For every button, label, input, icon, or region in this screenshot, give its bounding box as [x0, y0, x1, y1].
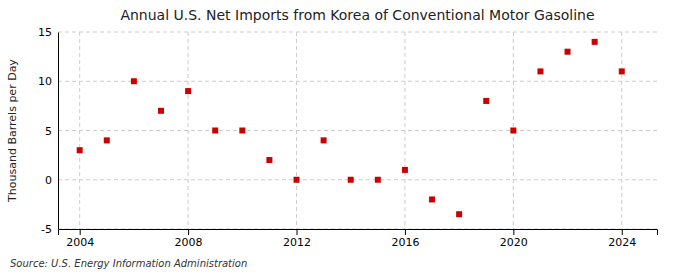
grid-line: [188, 32, 189, 229]
x-tick-mark: [188, 229, 189, 235]
x-tick-label: 2024: [608, 236, 636, 249]
x-tick: 2004: [66, 229, 94, 249]
x-axis-line: [59, 230, 658, 236]
grid-line: [79, 32, 80, 229]
x-tick: 2016: [391, 229, 419, 249]
y-axis-title: Thousand Barrels per Day: [6, 59, 19, 203]
grid-line: [58, 32, 657, 33]
x-tick: 2008: [175, 229, 203, 249]
grid-line: [296, 32, 297, 229]
x-tick: 2020: [500, 229, 528, 249]
point: [537, 68, 543, 74]
x-axis: 2004 2008 2012 2016 2020 2024: [59, 229, 658, 249]
points: [77, 39, 625, 217]
point: [321, 137, 327, 143]
point: [239, 128, 245, 134]
point: [619, 68, 625, 74]
x-tick-label: 2020: [500, 236, 528, 249]
grid: [58, 32, 657, 229]
y-tick: 5: [45, 125, 58, 138]
point: [294, 177, 300, 183]
y-tick-label: 10: [38, 75, 52, 88]
y-tick: 0: [45, 174, 58, 187]
point: [565, 49, 571, 55]
x-tick-label: 2008: [175, 236, 203, 249]
x-tick-label: 2016: [391, 236, 419, 249]
grid-line: [621, 32, 622, 229]
chart: 2004 2008 2012 2016 2020 2024 -5 0 5 10 15 Annual U…: [0, 0, 675, 275]
point: [77, 147, 83, 153]
y-tick-label: 0: [45, 174, 52, 187]
y-tick: 15: [38, 26, 58, 39]
y-tick: 10: [38, 75, 58, 88]
grid-line: [58, 130, 657, 131]
y-axis-line: [58, 33, 59, 230]
point: [402, 167, 408, 173]
point: [104, 137, 110, 143]
grid-line: [58, 81, 657, 82]
point: [158, 108, 164, 114]
y-tick-label: 5: [45, 125, 52, 138]
point: [131, 78, 137, 84]
point: [429, 196, 435, 202]
x-tick-label: 2004: [66, 236, 94, 249]
point: [592, 39, 598, 45]
point: [375, 177, 381, 183]
grid-line: [404, 32, 405, 229]
y-axis: -5 0 5 10 15: [38, 26, 59, 236]
annotation: Source: U.S. Energy Information Administ…: [10, 258, 247, 269]
point: [348, 177, 354, 183]
x-tick: 2024: [608, 229, 636, 249]
point: [510, 128, 516, 134]
point: [185, 88, 191, 94]
x-tick-mark: [80, 229, 81, 235]
y-tick-label: 15: [38, 26, 52, 39]
x-tick-mark: [513, 229, 514, 235]
y-tick: -5: [41, 223, 58, 236]
title: Annual U.S. Net Imports from Korea of Co…: [120, 7, 594, 23]
x-tick-mark: [297, 229, 298, 235]
plot: 2004 2008 2012 2016 2020 2024 -5 0 5 10 15: [38, 26, 658, 249]
x-tick-mark: [405, 229, 406, 235]
y-tick-label: -5: [41, 223, 52, 236]
grid-line: [58, 179, 657, 180]
x-tick: 2012: [283, 229, 311, 249]
point: [456, 211, 462, 217]
x-tick-mark: [622, 229, 623, 235]
x-tick-label: 2012: [283, 236, 311, 249]
point: [212, 128, 218, 134]
point: [483, 98, 489, 104]
point: [266, 157, 272, 163]
